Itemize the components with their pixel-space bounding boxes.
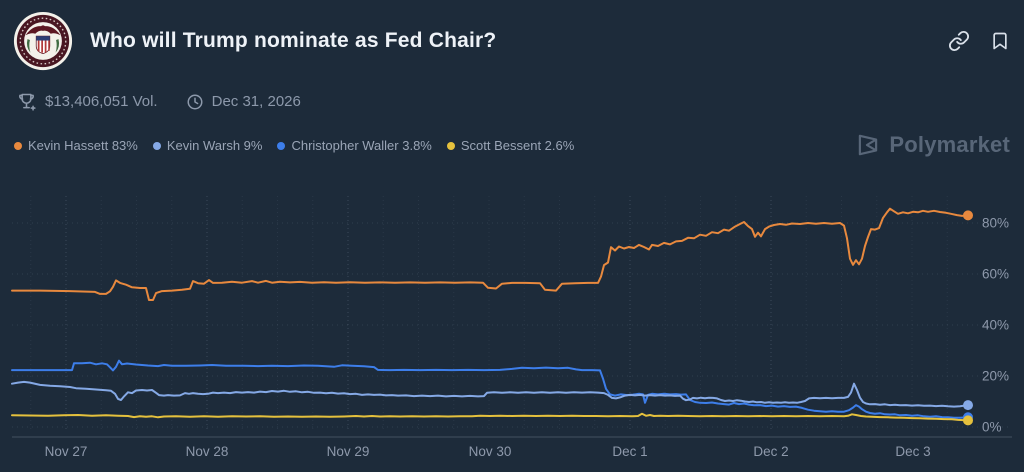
volume-text: $13,406,051 Vol.	[45, 93, 158, 110]
legend-item-hassett: Kevin Hassett 83%	[14, 138, 138, 153]
legend-item-warsh: Kevin Warsh 9%	[152, 138, 263, 153]
watermark-label: Polymarket	[889, 132, 1010, 157]
federal-reserve-seal-logo	[13, 11, 73, 71]
legend-item-waller: Christopher Waller 3.8%	[277, 138, 432, 153]
svg-text:Dec 3: Dec 3	[895, 444, 930, 459]
legend-label: Kevin Warsh 9%	[166, 138, 263, 153]
svg-text:Dec 2: Dec 2	[753, 444, 788, 459]
legend-dot-lightblue	[152, 141, 161, 150]
svg-text:Nov 29: Nov 29	[327, 444, 370, 459]
polymarket-watermark: Polymarket	[855, 132, 1010, 158]
clock-icon	[187, 94, 203, 109]
bookmark-icon[interactable]	[990, 30, 1010, 52]
page-title: Who will Trump nominate as Fed Chair?	[90, 29, 497, 52]
price-chart-svg[interactable]: 0% 20% 40% 60% 80% Nov 27 Nov 28 Nov 29 Nov 30 De…	[0, 182, 1024, 472]
svg-text:Nov 28: Nov 28	[186, 444, 229, 459]
legend-dot-blue	[277, 141, 286, 150]
polymarket-logo-icon	[859, 134, 878, 156]
legend-label: Kevin Hassett 83%	[28, 138, 138, 153]
price-chart[interactable]: 0% 20% 40% 60% 80% Nov 27 Nov 28 Nov 29 Nov 30 De…	[0, 182, 1024, 472]
chart-legend: Kevin Hassett 83% Kevin Warsh 9% Christo…	[14, 138, 574, 153]
legend-dot-orange	[14, 141, 22, 150]
end-date-group: Dec 31, 2026	[186, 93, 301, 111]
legend-item-bessent: Scott Bessent 2.6%	[446, 138, 575, 153]
svg-text:Dec 1: Dec 1	[612, 444, 647, 459]
end-date-text: Dec 31, 2026	[211, 93, 301, 110]
header: Who will Trump nominate as Fed Chair?	[12, 10, 496, 72]
svg-text:60%: 60%	[982, 267, 1009, 282]
stats-row: $13,406,051 Vol. Dec 31, 2026	[16, 91, 301, 112]
svg-text:20%: 20%	[982, 369, 1009, 384]
svg-text:Nov 30: Nov 30	[469, 444, 512, 459]
svg-text:Nov 27: Nov 27	[45, 444, 88, 459]
legend-dot-yellow	[446, 141, 455, 150]
svg-text:80%: 80%	[982, 216, 1009, 231]
legend-label: Christopher Waller 3.8%	[291, 138, 432, 153]
link-icon[interactable]	[948, 30, 970, 52]
legend-label: Scott Bessent 2.6%	[460, 138, 575, 153]
svg-text:0%: 0%	[982, 420, 1002, 435]
svg-text:40%: 40%	[982, 318, 1009, 333]
volume-group: $13,406,051 Vol.	[16, 91, 158, 112]
header-actions	[948, 30, 1010, 52]
trophy-icon	[19, 93, 36, 111]
